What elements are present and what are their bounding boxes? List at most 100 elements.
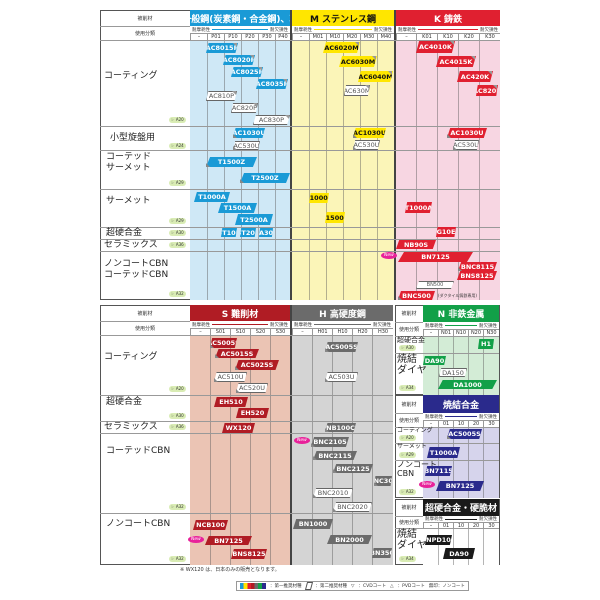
row-label: ノンコート CBN: [397, 460, 437, 478]
grade-chip: NPD10: [425, 535, 452, 545]
wear-toughness-arrow: 耐摩耗性 耐欠損性: [396, 26, 500, 33]
grid-line: [312, 335, 313, 565]
grade-chip: ST20E: [240, 228, 256, 237]
arrow-line: [445, 416, 477, 417]
cvd-icon: [355, 42, 359, 46]
page-ref-badge: ☞ A30: [399, 345, 416, 351]
grade-chip: BNS8125: [231, 549, 267, 559]
grade-chip: BNC2010: [313, 488, 353, 498]
class-code: –: [423, 522, 438, 529]
work-material-label: 被削材: [401, 505, 417, 511]
pvd-icon: [447, 134, 451, 138]
classification-label: 使用分類: [395, 322, 423, 336]
row-label: サーメット: [397, 443, 427, 450]
class-code: K10: [437, 33, 458, 40]
class-code: 20: [468, 522, 483, 529]
class-code: H20: [352, 328, 372, 335]
toughness-label: 耐欠損性: [270, 322, 288, 328]
header-H: H 高硬度鋼: [292, 305, 393, 321]
grade-chip: NB100C: [325, 423, 356, 432]
arrow-line: [212, 29, 268, 30]
grade-chip: BN7115: [425, 466, 452, 476]
class-code: 20: [468, 420, 483, 427]
arrow-line: [418, 29, 478, 30]
wear-label: 耐摩耗性: [425, 414, 443, 420]
pvd-icon: [214, 378, 218, 382]
grade-chip: AC4015K: [436, 56, 476, 67]
cvd-icon: [493, 85, 497, 89]
class-code: H01: [312, 328, 332, 335]
cvd-icon: [285, 115, 289, 119]
pvd-icon: [325, 428, 329, 432]
grade-chip: AC530U: [453, 140, 479, 150]
grade-chip: H1: [478, 339, 494, 349]
page-ref-badge: ☞ A20: [399, 435, 416, 441]
page-ref-badge: ☞ A20: [169, 386, 186, 392]
grid-line: [343, 40, 344, 300]
cvd-icon: [471, 56, 475, 60]
cvd-icon: [250, 55, 254, 59]
grade-chip: AC830P: [253, 115, 290, 125]
grade-chip: AC5005S: [325, 342, 358, 352]
grid-line: [468, 336, 469, 395]
class-code: –: [190, 328, 210, 335]
grade-chip: AC1030U: [233, 128, 265, 138]
grade-chip: AC820P: [476, 85, 498, 96]
row-label: 超硬合金: [106, 227, 143, 238]
grade-chip: BNS8125: [457, 271, 497, 280]
class-code: N20: [468, 329, 483, 336]
class-code: 01: [438, 522, 453, 529]
grade-chip: T1000A: [405, 202, 432, 213]
grid-line: [372, 335, 373, 565]
classification-label: 使用分類: [100, 26, 190, 40]
grade-chip: T1500A: [325, 212, 345, 223]
grid-line: [438, 427, 439, 498]
grade-chip: DA90: [423, 356, 446, 365]
grid-line: [230, 335, 231, 565]
grid-line: [352, 335, 353, 565]
cvd-icon: [253, 103, 257, 107]
row-divider: [395, 427, 499, 428]
grade-chip: BNC2105: [311, 437, 349, 447]
grade-chip: AC530U: [233, 141, 260, 150]
header-sintered_alloy: 焼結合金: [423, 395, 499, 413]
pvd-icon: [333, 469, 337, 473]
work-material-label: 被削材: [137, 310, 153, 317]
class-code: P20: [241, 33, 258, 40]
wear-toughness-arrow: 耐摩耗性 耐欠損性: [190, 26, 290, 33]
row-label: ノンコートCBN: [106, 518, 171, 529]
header-S: S 難削材: [190, 305, 290, 321]
grade-chip: A30: [259, 228, 273, 237]
new-badge: New: [294, 437, 310, 444]
cvd-icon: [372, 56, 376, 60]
row-divider: [100, 513, 393, 514]
grade-chip: AC5025S: [235, 360, 279, 370]
row-divider: [100, 433, 393, 434]
row-label: 超硬合金: [397, 336, 425, 344]
grade-chip: BNC500: [398, 291, 435, 300]
grade-chip: T1000A: [194, 192, 230, 202]
wear-label: 耐摩耗性: [398, 27, 416, 33]
class-code: M40: [377, 33, 394, 40]
grid-line: [483, 427, 484, 498]
panel-carbide_brittle-body: [423, 528, 499, 565]
page-ref-badge: ☞ A32: [399, 489, 416, 495]
page-ref-badge: ☞ A34: [399, 385, 416, 391]
wear-label: 耐摩耗性: [425, 323, 443, 329]
row-divider: [100, 251, 500, 252]
grid-line: [483, 336, 484, 395]
grid-line: [270, 335, 271, 565]
cvd-icon: [488, 71, 492, 75]
grade-chip: AC6020M: [323, 42, 360, 53]
row-label: コーティング: [104, 70, 158, 81]
row-divider: [100, 126, 500, 127]
wear-label: 耐摩耗性: [425, 517, 443, 522]
grade-chip: BN350: [372, 548, 392, 558]
grade-chip: AC630M: [344, 85, 370, 96]
pvd-icon: △: [390, 583, 394, 589]
pvd-icon: [447, 435, 451, 439]
wear-label: 耐摩耗性: [294, 27, 312, 33]
grade-chip: AC810P: [206, 91, 237, 101]
grade-chip: T2500A: [235, 214, 273, 225]
work-material-label: 被削材: [137, 15, 153, 22]
